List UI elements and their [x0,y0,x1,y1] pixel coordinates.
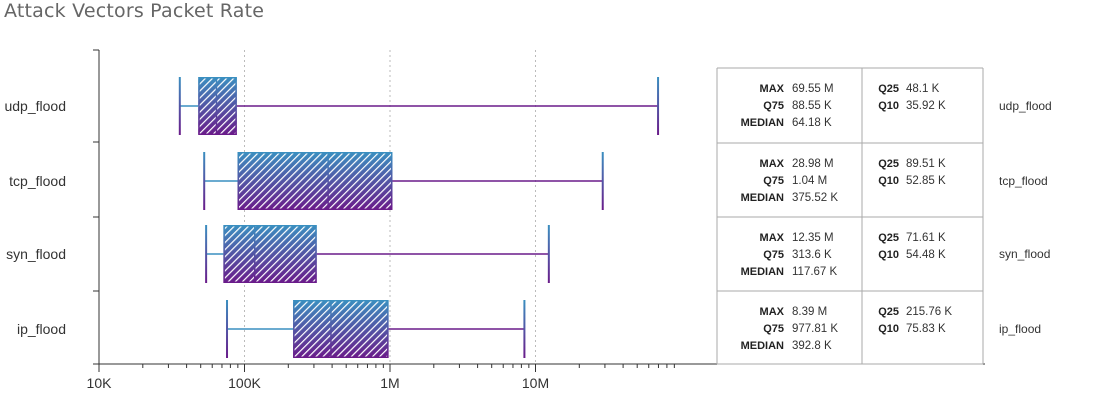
stat-key-median: MEDIAN [741,192,784,204]
x-tick-label: 10M [522,375,549,391]
stat-value-max: 28.98 M [792,158,834,170]
whisker-cap-low [178,77,181,135]
box-hatch [198,77,237,135]
whisker-cap-high [547,225,550,283]
median-line [215,77,218,135]
stat-key-q75: Q75 [763,100,784,112]
stat-key-q10: Q10 [878,323,899,335]
stat-value-max: 12.35 M [792,232,834,244]
stat-key-q25: Q25 [878,306,899,318]
stat-value-q25: 215.76 K [906,306,952,318]
x-tick-label: 100K [228,375,261,391]
stat-key-q75: Q75 [763,323,784,335]
whisker-cap-low [203,152,206,210]
box-hatch [223,225,317,283]
median-line [330,300,332,358]
whisker-cap-high [601,152,604,210]
whisker-cap-low [226,300,229,358]
box-syn_flood [205,225,550,283]
box-plots [178,77,660,358]
chart-title: Attack Vectors Packet Rate [4,0,265,22]
whisker-cap-high [523,300,526,358]
stat-key-q10: Q10 [878,249,899,261]
box-ip_flood [226,300,526,358]
stat-value-median: 117.67 K [792,266,838,278]
category-label: tcp_flood [9,173,66,189]
stat-key-median: MEDIAN [741,266,784,278]
stat-value-q10: 75.83 K [906,323,946,335]
median-line [327,152,329,210]
stat-key-q10: Q10 [878,175,899,187]
stat-value-q10: 54.48 K [906,249,946,261]
stat-key-q75: Q75 [763,175,784,187]
stat-value-q25: 71.61 K [906,232,946,244]
category-label: udp_flood [4,98,66,114]
box-hatch [293,300,389,358]
stat-value-median: 375.52 K [792,192,838,204]
stat-key-q10: Q10 [878,100,899,112]
axes: 10K 100K 1M 10M udp_flood tcp_flood syn_floodi… [4,49,985,391]
box-outline [223,225,317,283]
box-outline [293,300,389,358]
median-line [254,225,256,283]
box-udp_flood [178,77,660,135]
stat-value-q75: 88.55 K [792,100,832,112]
box-hatch [237,152,393,210]
category-label: ip_flood [17,321,66,337]
row-label-right: tcp_flood [999,174,1048,188]
stat-value-q25: 48.1 K [906,83,940,95]
stat-value-q75: 977.81 K [792,323,838,335]
stat-key-max: MAX [760,83,785,95]
x-tick-label: 10K [87,375,113,391]
stat-value-q10: 35.92 K [906,100,946,112]
row-label-right: syn_flood [999,247,1050,261]
stat-value-median: 64.18 K [792,117,832,129]
stat-key-max: MAX [760,306,785,318]
stat-value-q75: 313.6 K [792,249,832,261]
stat-key-median: MEDIAN [741,340,784,352]
stat-value-max: 8.39 M [792,306,827,318]
stat-key-q25: Q25 [878,158,899,170]
stat-value-median: 392.8 K [792,340,832,352]
whisker-cap-low [205,225,208,283]
row-label-right: ip_flood [999,322,1041,336]
stat-key-max: MAX [760,158,785,170]
stat-key-median: MEDIAN [741,117,784,129]
x-tick-label: 1M [380,375,399,391]
stat-value-q25: 89.51 K [906,158,946,170]
stat-key-q25: Q25 [878,232,899,244]
stat-value-q75: 1.04 M [792,175,827,187]
row-label-right: udp_flood [999,99,1052,113]
stat-key-q25: Q25 [878,83,899,95]
stat-value-q10: 52.85 K [906,175,946,187]
stat-key-q75: Q75 [763,249,784,261]
category-label: syn_flood [6,246,66,262]
stat-key-max: MAX [760,232,785,244]
box-outline [198,77,237,135]
whisker-cap-high [657,77,660,135]
stat-value-max: 69.55 M [792,83,834,95]
stats-table: MAX 69.55 M Q75 88.55 K MEDIAN 64.18 K Q25 48.1… [716,67,1052,365]
box-tcp_flood [203,152,604,210]
box-outline [237,152,393,210]
